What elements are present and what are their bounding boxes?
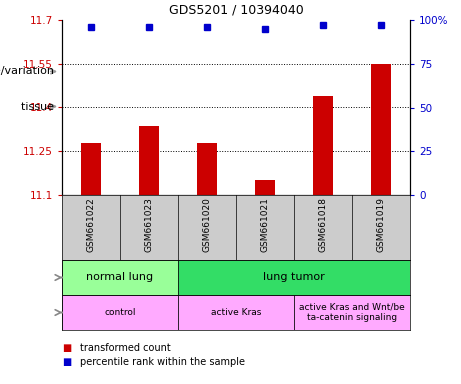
Bar — [62, 260, 178, 295]
Text: tissue: tissue — [20, 101, 57, 111]
Bar — [178, 260, 410, 295]
Bar — [178, 295, 294, 330]
Bar — [313, 96, 333, 195]
Text: lung tumor: lung tumor — [263, 273, 325, 283]
Text: ■: ■ — [62, 343, 71, 353]
Text: active Kras and Wnt/be
ta-catenin signaling: active Kras and Wnt/be ta-catenin signal… — [299, 303, 405, 322]
Text: control: control — [104, 308, 136, 317]
Bar — [139, 126, 159, 195]
Bar — [62, 295, 178, 330]
Text: GSM661019: GSM661019 — [377, 197, 385, 252]
Text: GSM661018: GSM661018 — [319, 197, 327, 252]
Text: genotype/variation: genotype/variation — [0, 66, 57, 76]
Bar — [197, 142, 217, 195]
Text: GSM661021: GSM661021 — [260, 197, 270, 252]
Bar — [255, 180, 275, 195]
Bar — [81, 142, 101, 195]
Text: GSM661022: GSM661022 — [87, 197, 95, 252]
Bar — [294, 295, 410, 330]
Text: active Kras: active Kras — [211, 308, 261, 317]
Bar — [371, 64, 391, 195]
Text: normal lung: normal lung — [87, 273, 154, 283]
Text: transformed count: transformed count — [80, 343, 171, 353]
Text: GSM661020: GSM661020 — [202, 197, 212, 252]
Text: ■: ■ — [62, 357, 71, 367]
Text: GSM661023: GSM661023 — [144, 197, 154, 252]
Text: percentile rank within the sample: percentile rank within the sample — [80, 357, 245, 367]
Text: GDS5201 / 10394040: GDS5201 / 10394040 — [169, 3, 303, 17]
